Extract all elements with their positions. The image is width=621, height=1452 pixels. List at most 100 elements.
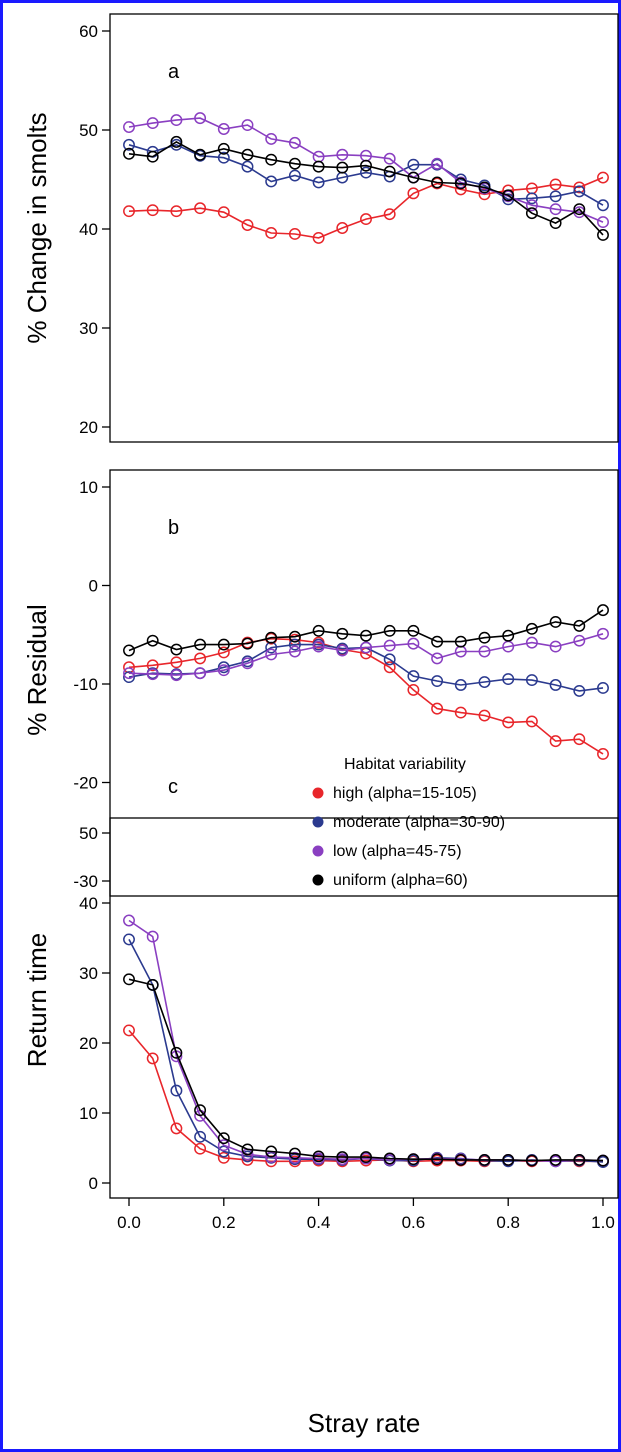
data-point	[194, 1130, 207, 1143]
data-point	[407, 187, 420, 200]
data-point	[502, 673, 515, 686]
data-point	[573, 185, 586, 198]
data-point	[170, 643, 183, 656]
panel-label-b: b	[168, 517, 179, 539]
data-point	[454, 635, 467, 648]
series-line	[128, 978, 604, 1162]
data-point	[288, 1147, 301, 1160]
data-point	[502, 1153, 515, 1166]
y-tick-label: 50	[79, 824, 98, 843]
y-tick-label: 0	[89, 1174, 98, 1193]
data-point	[123, 205, 135, 218]
data-point	[478, 1153, 491, 1166]
data-point	[241, 119, 254, 132]
panel-label-a: a	[168, 61, 180, 83]
data-point	[549, 190, 562, 203]
y-tick-label: 40	[79, 894, 98, 913]
legend-title: Habitat variability	[344, 756, 466, 773]
data-point	[170, 114, 183, 127]
data-point	[288, 1151, 301, 1164]
legend-label: moderate (alpha=30-90)	[333, 814, 505, 831]
data-point	[383, 639, 396, 652]
y-tick-label: 10	[79, 1104, 98, 1123]
data-point	[194, 652, 207, 665]
data-point	[241, 1143, 254, 1156]
data-point	[123, 671, 135, 684]
data-point	[123, 138, 135, 151]
data-point	[383, 165, 396, 178]
legend-label: low (alpha=45-75)	[333, 843, 462, 860]
data-point	[454, 1153, 467, 1166]
data-point	[383, 661, 396, 674]
legend-swatch	[312, 787, 324, 799]
data-point	[241, 637, 254, 650]
data-point	[383, 653, 396, 666]
data-point	[170, 1084, 183, 1097]
data-point	[549, 679, 562, 691]
data-point	[383, 208, 396, 221]
data-point	[549, 178, 562, 191]
data-point	[454, 679, 467, 691]
data-point	[336, 161, 349, 174]
data-point	[407, 637, 420, 650]
data-point	[265, 175, 278, 188]
data-point	[597, 171, 609, 184]
data-point	[431, 635, 444, 648]
data-point	[217, 123, 230, 135]
legend-label: high (alpha=15-105)	[333, 785, 477, 802]
data-point	[360, 641, 372, 654]
y-tick-label: 30	[79, 319, 98, 338]
data-point	[217, 206, 230, 219]
data-point	[288, 157, 301, 170]
y-tick-label: 30	[79, 964, 98, 983]
data-point	[217, 1145, 230, 1158]
y-tick-label: -30	[73, 872, 98, 891]
data-point	[525, 192, 538, 205]
data-point	[336, 222, 349, 234]
data-point	[360, 149, 372, 162]
data-point	[265, 631, 278, 644]
data-point	[217, 661, 230, 674]
y-axis-label-b: % Residual	[22, 604, 52, 736]
series-line	[128, 143, 604, 206]
data-point	[194, 667, 207, 680]
data-point	[265, 1145, 278, 1158]
data-point	[336, 148, 349, 161]
data-point	[407, 624, 420, 637]
data-point	[170, 669, 183, 682]
data-point	[525, 674, 538, 687]
data-point	[146, 659, 159, 672]
x-tick-label: 0.4	[307, 1213, 331, 1232]
y-ticks-a: 20 30 40 50 60	[79, 22, 110, 437]
data-point	[312, 160, 325, 173]
plot-area-c	[109, 817, 619, 1199]
y-tick-label: 20	[79, 418, 98, 437]
y-ticks-b: -30 -20 -10 0 10	[73, 478, 110, 891]
data-point	[431, 702, 444, 715]
legend-swatch	[312, 874, 324, 886]
y-tick-label: 40	[79, 220, 98, 239]
data-point	[146, 668, 159, 681]
data-point	[573, 181, 586, 194]
data-point	[336, 171, 349, 184]
data-point	[407, 670, 420, 683]
data-point	[549, 203, 562, 216]
data-point	[123, 644, 135, 657]
data-point	[454, 645, 467, 658]
data-point	[502, 189, 515, 202]
data-point	[265, 153, 278, 166]
plot-area-a	[109, 13, 619, 443]
data-point	[194, 638, 207, 651]
series-line	[128, 919, 604, 1163]
data-point	[194, 1142, 207, 1155]
data-point	[407, 171, 420, 184]
data-point	[549, 735, 562, 748]
x-tick-label: 0.2	[212, 1213, 236, 1232]
y-axis-label-c: Return time	[22, 933, 52, 1067]
data-point	[478, 709, 491, 722]
data-point	[146, 204, 159, 217]
data-point	[146, 150, 159, 163]
data-point	[241, 148, 254, 161]
